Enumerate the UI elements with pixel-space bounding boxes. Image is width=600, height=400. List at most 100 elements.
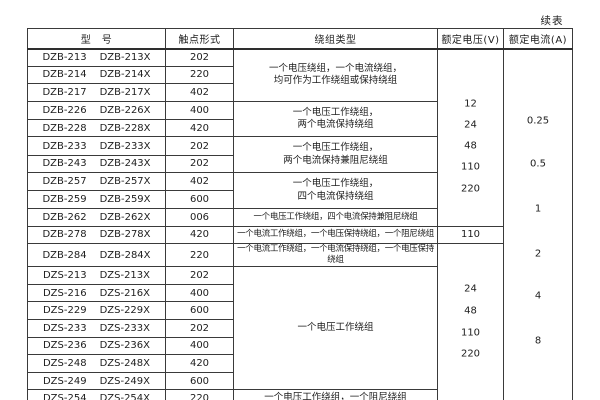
winding-cell: 一个电压工作绕组，四个电流保持兼阻尼绕组 (233, 207, 438, 227)
voltage-cell-single: 110 (437, 225, 504, 245)
model-b: DZB-228X (99, 122, 151, 134)
model-b: DZS-248X (99, 357, 151, 369)
model-cell: DZS-236 DZS-236X (27, 336, 166, 356)
model-cell: DZB-226 DZB-226X (27, 100, 166, 120)
model-cell: DZS-248 DZS-248X (27, 354, 166, 373)
model-a: DZS-236 (42, 340, 87, 352)
voltage-value: 110 (460, 327, 481, 339)
voltage-cell-group1: 12 24 48 110 220 (437, 48, 504, 227)
model-cell: DZS-233 DZS-233X (27, 318, 166, 338)
model-cell: DZS-229 DZS-229X (27, 301, 166, 320)
model-b: DZB-278X (99, 229, 151, 241)
model-a: DZB-233 (42, 140, 87, 152)
model-b: DZB-217X (99, 86, 151, 98)
contact-cell: 420 (165, 354, 234, 373)
model-cell: DZB-278 DZB-278X (27, 225, 166, 245)
current-value: 4 (534, 290, 542, 302)
winding-cell: 一个电流工作绕组，一个电流保持绕组，一个电压保持绕组 (233, 243, 438, 268)
model-b: DZB-257X (99, 176, 151, 188)
voltage-value: 220 (460, 348, 481, 360)
contact-cell: 202 (165, 266, 234, 285)
table-row: DZB-214 DZB-214X 220 (27, 65, 573, 85)
table-row: DZS-254 DZS-254X 220 一个电压工作绕组，一个阻尼绕组 (27, 389, 573, 400)
model-b: DZS-249X (99, 375, 151, 387)
contact-cell: 420 (165, 118, 234, 138)
model-b: DZS-229X (99, 305, 151, 317)
winding-line: 两个电流保持兼阻尼绕组 (283, 154, 388, 166)
model-a: DZB-257 (42, 176, 87, 188)
table-row: DZB-217 DZB-217X 402 (27, 83, 573, 102)
winding-line: 一个电压工作绕组， (292, 106, 379, 118)
model-a: DZB-259 (42, 194, 87, 206)
voltage-value: 220 (460, 183, 481, 194)
voltage-value: 110 (460, 161, 481, 172)
model-a: DZB-226 (42, 104, 87, 116)
model-a: DZS-229 (42, 305, 87, 317)
model-cell: DZB-262 DZB-262X (27, 207, 166, 227)
table-row: DZS-236 DZS-236X 400 (27, 336, 573, 356)
continued-table-label: 续表 (540, 15, 564, 27)
contact-cell: 202 (165, 318, 234, 338)
model-cell: DZB-243 DZB-243X (27, 154, 166, 174)
voltage-value: 12 (464, 98, 477, 109)
model-cell: DZB-213 DZB-213X (27, 48, 166, 67)
model-cell: DZB-259 DZB-259X (27, 190, 166, 209)
contact-cell: 400 (165, 336, 234, 356)
model-a: DZB-243 (42, 158, 87, 170)
model-a: DZS-213 (42, 269, 87, 281)
header-rated-current: 额定电流(A) (503, 28, 573, 50)
contact-cell: 402 (165, 172, 234, 192)
model-a: DZS-216 (42, 287, 87, 299)
current-cell: 0.25 0.5 1 2 4 8 (503, 48, 573, 400)
contact-cell: 600 (165, 301, 234, 320)
header-model: 型 号 (27, 28, 166, 50)
model-cell: DZB-257 DZB-257X (27, 172, 166, 192)
model-b: DZS-233X (99, 322, 151, 334)
model-a: DZB-228 (42, 122, 87, 134)
model-cell: DZS-213 DZS-213X (27, 266, 166, 285)
table-row: DZB-213 DZB-213X 202 一个电压绕组，一个电流绕组， 均可作为工… (27, 48, 573, 400)
voltage-cell-group2: 24 48 110 220 (437, 243, 504, 400)
table-row: DZB-257 DZB-257X 402 一个电压工作绕组， 四个电流保持绕组 (27, 172, 573, 209)
model-b: DZS-213X (99, 269, 151, 281)
model-b: DZS-216X (99, 287, 151, 299)
contact-cell: 400 (165, 283, 234, 303)
table-row: DZS-248 DZS-248X 420 (27, 354, 573, 373)
model-a: DZS-233 (42, 322, 87, 334)
table-row: DZB-278 DZB-278X 420 一个电流工作绕组，一个电压保持绕组，一个… (27, 225, 573, 245)
current-value: 0.25 (526, 115, 550, 127)
header-row: 型 号 触点形式 绕组类型 额定电压(V) 额定电流(A) (27, 28, 573, 50)
winding-line: 四个电流保持绕组 (297, 190, 374, 202)
voltage-value: 48 (464, 305, 477, 317)
model-cell: DZS-254 DZS-254X (27, 389, 166, 400)
model-a: DZB-213 (42, 52, 87, 64)
table-row: DZS-216 DZS-216X 400 (27, 283, 573, 303)
model-cell: DZB-217 DZB-217X (27, 83, 166, 102)
model-a: DZS-254 (42, 393, 87, 400)
contact-cell: 420 (165, 225, 234, 245)
contact-cell: 600 (165, 371, 234, 391)
winding-line: 两个电流保持绕组 (297, 119, 374, 131)
winding-cell: 一个电压工作绕组，一个阻尼绕组 (233, 389, 438, 400)
model-b: DZB-259X (99, 194, 151, 206)
voltage-value: 24 (464, 119, 477, 130)
header-contact-form: 触点形式 (165, 28, 234, 50)
model-a: DZB-217 (42, 86, 87, 98)
model-a: DZB-262 (42, 211, 87, 223)
winding-cell: 一个电压工作绕组， 四个电流保持绕组 (233, 172, 438, 209)
model-a: DZS-249 (42, 375, 87, 387)
contact-cell: 402 (165, 83, 234, 102)
current-value: 2 (534, 248, 542, 260)
model-b: DZB-284X (99, 249, 151, 261)
model-cell: DZS-216 DZS-216X (27, 283, 166, 303)
model-a: DZB-278 (42, 229, 87, 241)
model-cell: DZB-284 DZB-284X (27, 243, 166, 268)
contact-cell: 600 (165, 190, 234, 209)
current-value: 0.5 (530, 158, 546, 170)
table-row: DZS-233 DZS-233X 202 (27, 318, 573, 338)
winding-line: 一个电压工作绕组， (292, 178, 379, 190)
table-row: DZB-262 DZB-262X 006 一个电压工作绕组，四个电流保持兼阻尼绕组 (27, 207, 573, 227)
header-winding-type: 绕组类型 (233, 28, 438, 50)
contact-cell: 220 (165, 243, 234, 268)
current-value: 1 (534, 203, 542, 215)
